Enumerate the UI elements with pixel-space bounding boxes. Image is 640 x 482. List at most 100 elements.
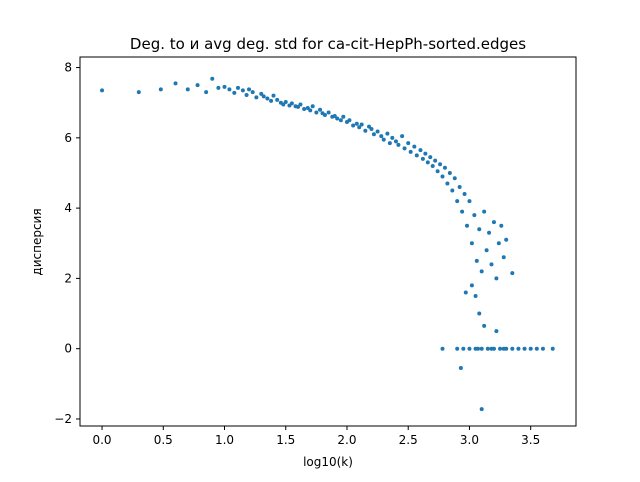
data-point: [158, 87, 163, 92]
data-point: [482, 209, 487, 214]
data-point: [259, 91, 264, 96]
data-point: [371, 132, 376, 137]
data-point: [283, 99, 288, 104]
y-tick-label: 2: [64, 271, 72, 285]
data-point: [227, 87, 232, 92]
data-point: [504, 237, 509, 242]
data-point: [458, 366, 463, 371]
data-point: [467, 346, 472, 351]
data-point: [430, 163, 435, 168]
data-point: [510, 346, 515, 351]
data-point: [501, 255, 506, 260]
data-point: [396, 142, 401, 147]
plot-area-frame: [79, 56, 577, 427]
data-point: [494, 276, 499, 281]
data-point: [440, 346, 445, 351]
y-tick-label: 4: [64, 201, 72, 215]
y-tick-label: 0: [64, 342, 72, 356]
data-point: [472, 213, 477, 218]
data-point: [347, 118, 352, 123]
data-point: [232, 90, 237, 95]
data-point: [332, 114, 337, 119]
data-point: [408, 149, 413, 154]
data-point: [499, 223, 504, 228]
data-point: [393, 139, 398, 144]
x-tick-label: 1.0: [215, 433, 234, 447]
data-point: [516, 346, 521, 351]
x-axis-label: log10(k): [303, 455, 353, 469]
data-point: [469, 283, 474, 288]
data-point: [406, 141, 411, 146]
data-point: [254, 95, 259, 100]
data-point: [100, 88, 105, 93]
data-point: [479, 346, 484, 351]
data-point: [244, 92, 249, 97]
x-tick-label: 0.5: [154, 433, 173, 447]
data-point: [510, 271, 515, 276]
chart-title: Deg. to и avg deg. std for ca-cit-HepPh-…: [130, 35, 526, 53]
data-point: [390, 135, 395, 140]
data-point: [250, 90, 255, 95]
data-point: [289, 101, 294, 106]
data-point: [379, 134, 384, 139]
data-point: [265, 96, 270, 101]
data-point: [484, 248, 489, 253]
data-point: [414, 153, 419, 158]
data-point: [136, 90, 141, 95]
y-tick-label: 6: [64, 131, 72, 145]
data-point: [489, 262, 494, 267]
x-tick-label: 0.0: [92, 433, 111, 447]
data-point: [359, 122, 364, 127]
data-point: [420, 156, 425, 161]
x-tick-label: 2.5: [399, 433, 418, 447]
data-point: [447, 170, 452, 175]
data-point: [369, 127, 374, 132]
data-point: [210, 76, 215, 81]
data-point: [341, 114, 346, 119]
data-point: [185, 87, 190, 92]
data-point: [477, 311, 482, 316]
data-point: [540, 346, 545, 351]
data-point: [318, 107, 323, 112]
data-point: [487, 230, 492, 235]
data-point: [204, 90, 209, 95]
data-point: [275, 97, 280, 102]
data-point: [271, 93, 276, 98]
data-point: [351, 123, 356, 128]
data-point: [281, 102, 286, 107]
data-point: [467, 199, 472, 204]
y-axis-ticks: −2 0 2 4 6 8: [54, 61, 80, 426]
data-point: [363, 128, 368, 133]
data-point: [326, 110, 331, 115]
data-point: [438, 162, 443, 167]
data-point: [463, 290, 468, 295]
data-point: [367, 124, 372, 129]
data-point: [433, 158, 438, 163]
data-point: [423, 151, 428, 156]
data-point: [455, 346, 460, 351]
data-point: [173, 81, 178, 86]
y-tick-label: 8: [64, 61, 72, 75]
x-axis-ticks: 0.0 0.5 1.0 1.5 2.0 2.5 3.0 3.5: [92, 426, 540, 447]
data-point: [457, 185, 462, 190]
data-point: [412, 144, 417, 149]
data-point: [485, 346, 490, 351]
data-point: [491, 220, 496, 225]
data-point: [305, 105, 310, 110]
data-point: [385, 131, 390, 136]
data-point: [240, 88, 245, 93]
data-point: [461, 346, 466, 351]
y-tick-label: −2: [54, 412, 72, 426]
data-point: [335, 116, 340, 121]
data-point: [442, 165, 447, 170]
data-point: [425, 160, 430, 165]
data-point: [455, 199, 460, 204]
x-tick-label: 1.5: [276, 433, 295, 447]
data-point: [496, 241, 501, 246]
data-point: [465, 223, 469, 228]
data-point: [296, 104, 300, 109]
data-point: [494, 329, 499, 334]
data-point: [469, 241, 474, 246]
x-tick-label: 3.5: [521, 433, 540, 447]
